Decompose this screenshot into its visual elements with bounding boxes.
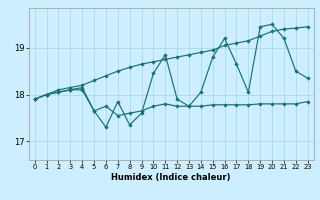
X-axis label: Humidex (Indice chaleur): Humidex (Indice chaleur) [111, 173, 231, 182]
